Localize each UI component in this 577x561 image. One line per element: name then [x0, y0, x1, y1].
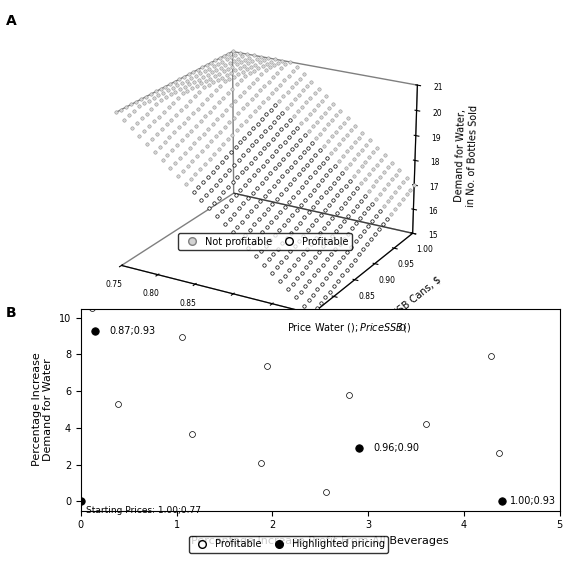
Point	[87, 303, 96, 312]
Point	[160, 128, 169, 137]
Point	[529, 109, 538, 118]
Point	[84, 61, 93, 70]
Point	[187, 429, 196, 438]
Point	[471, 148, 480, 157]
X-axis label: Percentage Increase Profit From All Beverages: Percentage Increase Profit From All Beve…	[192, 536, 449, 546]
Point	[516, 284, 525, 293]
Point	[346, 119, 355, 128]
Point	[281, 158, 290, 167]
Point	[494, 448, 504, 457]
Y-axis label: Percentage Increase
Demand for Water: Percentage Increase Demand for Water	[32, 353, 53, 466]
X-axis label: Price of Water Bottles, $: Price of Water Bottles, $	[133, 315, 250, 353]
Point	[511, 216, 520, 225]
Point	[257, 458, 266, 467]
Text: Starting Prices: 1.00;0.77: Starting Prices: 1.00;0.77	[85, 506, 201, 515]
Y-axis label: Price of SSB Cans, $: Price of SSB Cans, $	[360, 274, 443, 343]
Point	[206, 264, 215, 273]
Point	[430, 42, 440, 50]
Point	[415, 255, 424, 264]
Point	[76, 497, 85, 506]
Text: Price Water ($); Price SSB ($): Price Water ($); Price SSB ($)	[287, 321, 411, 334]
Point	[76, 497, 85, 506]
Point	[87, 167, 96, 176]
Point	[322, 487, 331, 496]
Point	[91, 326, 100, 335]
Point	[563, 477, 572, 486]
Point	[486, 352, 495, 361]
Point	[218, 90, 227, 99]
Text: A: A	[6, 14, 17, 28]
Point	[287, 12, 296, 21]
Point	[263, 361, 272, 370]
Point	[344, 390, 354, 399]
Point	[119, 22, 128, 31]
Point	[449, 3, 459, 12]
Text: 0.96;0.90: 0.96;0.90	[373, 443, 419, 453]
Point	[310, 226, 319, 234]
Point	[104, 235, 114, 244]
Point	[396, 80, 406, 89]
Point	[113, 400, 122, 409]
Point	[421, 419, 430, 428]
Legend: Profitable, Highlighted pricing: Profitable, Highlighted pricing	[189, 536, 388, 553]
Text: B: B	[6, 306, 16, 320]
Point	[398, 187, 407, 196]
Point	[571, 71, 577, 80]
Point	[354, 444, 363, 453]
Point	[304, 293, 313, 302]
Point	[177, 332, 186, 341]
Point	[497, 497, 507, 506]
Legend: Not profitable, Profitable: Not profitable, Profitable	[178, 233, 353, 250]
Text: 1.00;0.93: 1.00;0.93	[510, 496, 556, 507]
Point	[571, 380, 577, 389]
Point	[397, 323, 406, 332]
Point	[260, 51, 269, 60]
Text: 0.87;0.93: 0.87;0.93	[110, 325, 156, 335]
Point	[200, 196, 209, 205]
